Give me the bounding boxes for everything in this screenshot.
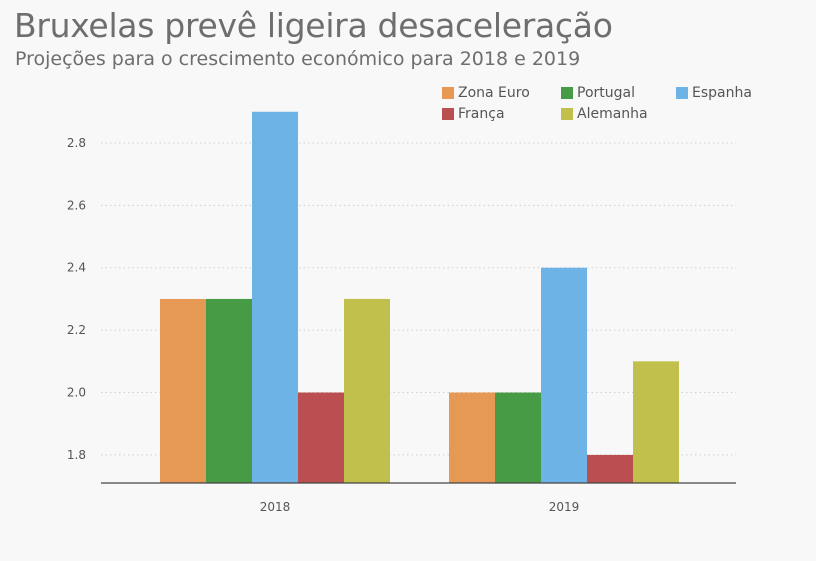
legend-swatch-franca xyxy=(442,108,454,120)
legend: Zona Euro Portugal Espanha França Aleman… xyxy=(442,84,782,128)
bar-zona-euro-2018 xyxy=(160,298,206,483)
legend-item-franca: França xyxy=(442,105,505,123)
legend-swatch-espanha xyxy=(676,87,688,99)
y-tick-label: 2.2 xyxy=(67,323,86,337)
legend-label-zona-euro: Zona Euro xyxy=(458,85,530,101)
legend-item-zona-euro: Zona Euro xyxy=(442,84,530,102)
legend-swatch-zona-euro xyxy=(442,87,454,99)
bar-zona-euro-2019 xyxy=(449,392,495,483)
bar-portugal-2019 xyxy=(495,392,541,483)
bar-fran-a-2018 xyxy=(298,392,344,483)
y-tick-label: 2.6 xyxy=(67,198,86,212)
chart-title: Bruxelas prevê ligeira desaceleração xyxy=(14,6,613,45)
bar-espanha-2018 xyxy=(252,111,298,483)
x-tick-label: 2019 xyxy=(549,500,580,514)
y-tick-label: 2.4 xyxy=(67,261,86,275)
legend-swatch-alemanha xyxy=(561,108,573,120)
legend-label-franca: França xyxy=(458,106,505,122)
bar-alemanha-2018 xyxy=(344,298,390,483)
y-tick-label: 2.0 xyxy=(67,386,86,400)
legend-item-alemanha: Alemanha xyxy=(561,105,648,123)
legend-item-espanha: Espanha xyxy=(676,84,752,102)
legend-label-espanha: Espanha xyxy=(692,85,752,101)
legend-item-portugal: Portugal xyxy=(561,84,635,102)
legend-swatch-portugal xyxy=(561,87,573,99)
bar-espanha-2019 xyxy=(541,267,587,483)
bar-fran-a-2019 xyxy=(587,454,633,483)
bar-portugal-2018 xyxy=(206,298,252,483)
legend-label-alemanha: Alemanha xyxy=(577,106,648,122)
x-tick-label: 2018 xyxy=(260,500,291,514)
bar-alemanha-2019 xyxy=(633,361,679,483)
chart-subtitle: Projeções para o crescimento económico p… xyxy=(15,48,581,70)
y-tick-label: 2.8 xyxy=(67,136,86,150)
y-tick-label: 1.8 xyxy=(67,448,86,462)
legend-label-portugal: Portugal xyxy=(577,85,635,101)
